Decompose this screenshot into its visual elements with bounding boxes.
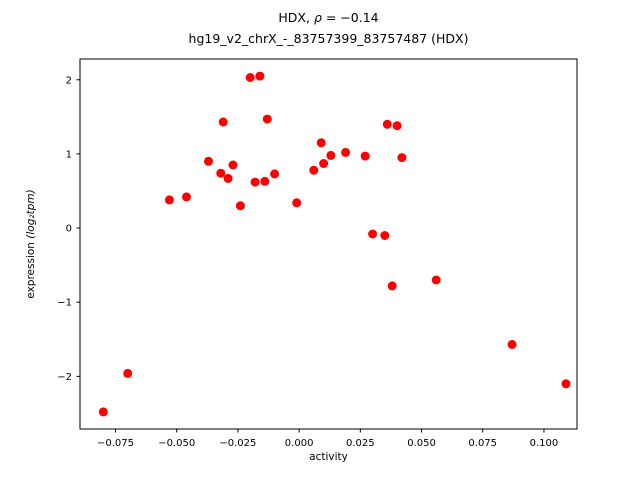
data-point [319, 159, 329, 168]
x-tick-label: 0.075 [468, 438, 497, 449]
x-tick-label: 0.000 [285, 438, 314, 449]
data-point [360, 151, 370, 161]
x-tick-label: −0.075 [97, 438, 134, 449]
x-tick-label: 0.100 [530, 438, 559, 449]
data-point [392, 121, 402, 131]
x-tick-label: 0.025 [346, 438, 375, 449]
data-point [380, 231, 390, 240]
x-tick-label: −0.025 [219, 438, 256, 449]
data-point [204, 156, 213, 166]
title-line-1: HDX, ρ = −0.14 [278, 10, 379, 25]
data-point [292, 198, 302, 208]
data-point [507, 340, 517, 349]
data-point [316, 138, 326, 148]
rho-symbol: ρ [313, 10, 322, 25]
data-point [397, 153, 407, 163]
y-tick-label: −1 [57, 298, 72, 309]
data-point [98, 407, 108, 417]
data-point [182, 192, 191, 202]
data-point [260, 176, 270, 186]
data-point [123, 368, 133, 378]
y-tick-label: 2 [66, 75, 72, 86]
data-point [368, 229, 378, 239]
data-point [235, 201, 245, 211]
data-point [255, 71, 265, 81]
data-point [326, 150, 336, 160]
y-tick-label: 0 [66, 224, 72, 235]
plot-border [79, 58, 578, 430]
x-tick-label: −0.050 [158, 438, 195, 449]
data-point [382, 119, 392, 129]
data-point [270, 169, 280, 179]
x-axis-label: activity [309, 451, 348, 463]
data-point [262, 114, 272, 124]
data-point [250, 177, 260, 187]
data-point [216, 168, 226, 178]
y-tick-label: −2 [57, 372, 72, 383]
chart-title: HDX, ρ = −0.14 hg19_v2_chrX_-_83757399_8… [80, 7, 577, 49]
data-point [228, 160, 238, 170]
data-point [387, 281, 397, 291]
data-point [341, 147, 351, 157]
data-point [218, 117, 228, 127]
title-line-2: hg19_v2_chrX_-_83757399_83757487 (HDX) [188, 31, 469, 46]
data-point [309, 165, 319, 175]
x-tick-label: 0.050 [407, 438, 436, 449]
y-tick-label: 1 [66, 149, 72, 160]
data-point [245, 73, 255, 82]
data-point [223, 173, 233, 183]
data-point [561, 379, 571, 389]
data-point [431, 275, 441, 285]
data-point [164, 195, 174, 205]
